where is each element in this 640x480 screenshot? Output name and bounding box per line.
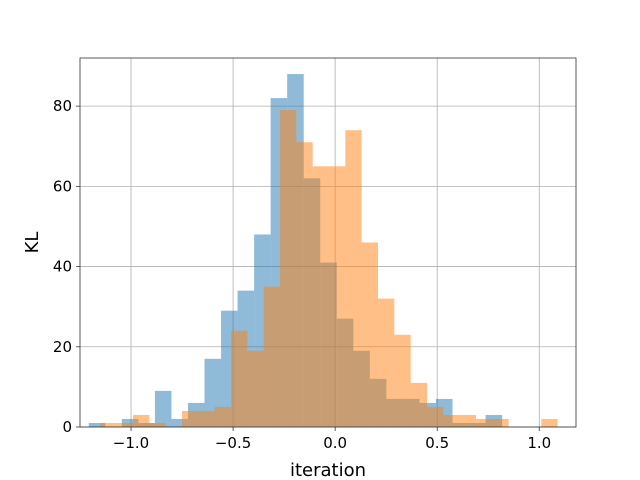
x-tick-label: −0.5	[215, 434, 251, 452]
x-tick-label: −1.0	[113, 434, 149, 452]
y-axis-label: KL	[22, 232, 43, 254]
histogram-bar	[492, 418, 509, 427]
axis-ticks: −1.0 −0.5 0.0 0.5 1.0 0 20 40 60 80	[53, 97, 551, 452]
histogram-bar	[280, 110, 297, 428]
histogram-bar	[263, 286, 281, 427]
histogram-bar	[394, 334, 411, 427]
histogram-bar	[116, 422, 134, 427]
histogram-bar	[378, 298, 395, 427]
histogram-bar	[247, 350, 264, 427]
histogram-bar	[410, 382, 427, 427]
histogram-bar	[312, 166, 330, 428]
histogram-bar	[475, 418, 493, 427]
series-1-bars	[100, 110, 558, 428]
histogram-bar	[231, 330, 248, 427]
histogram-bar	[541, 418, 558, 427]
x-tick-label: 0.5	[425, 434, 449, 452]
x-tick-label: 1.0	[527, 434, 551, 452]
histogram-bar	[171, 418, 188, 427]
histogram-bars	[88, 74, 558, 428]
histogram-bar	[149, 422, 166, 427]
histogram-bar	[182, 410, 199, 427]
histogram-bar	[133, 414, 150, 427]
plot-frame	[79, 57, 577, 428]
y-tick-label: 80	[53, 97, 72, 115]
histogram-bar	[214, 406, 232, 427]
histogram-bar	[198, 410, 215, 427]
x-tick-label: 0.0	[323, 434, 347, 452]
y-tick-label: 0	[62, 418, 72, 436]
histogram-bar	[361, 242, 379, 427]
histogram-bar	[88, 422, 106, 427]
y-tick-label: 40	[53, 258, 72, 276]
y-tick-label: 20	[53, 338, 72, 356]
x-axis-label: iteration	[290, 460, 366, 480]
histogram-bar	[154, 390, 172, 427]
histogram-bar	[296, 142, 313, 427]
histogram-bar	[345, 130, 362, 427]
histogram-bar	[443, 414, 460, 427]
histogram-bar	[100, 422, 117, 427]
histogram-bar	[426, 406, 444, 427]
y-tick-label: 60	[53, 177, 72, 195]
histogram-bar	[459, 414, 476, 427]
histogram-bar	[329, 166, 346, 428]
